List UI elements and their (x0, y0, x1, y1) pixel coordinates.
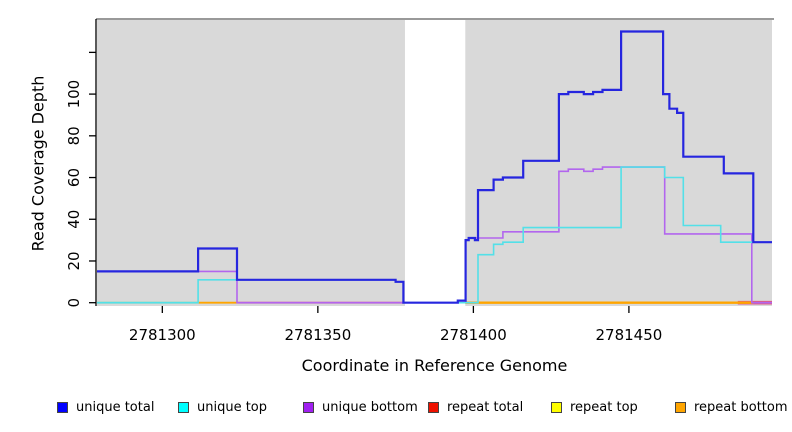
legend-label-unique-top: unique top (197, 399, 268, 415)
legend-item-unique-top: unique top (178, 397, 267, 417)
y-tick-label: 20 (65, 251, 83, 270)
legend-label-unique-bottom: unique bottom (322, 399, 418, 415)
x-tick-label: 2781400 (440, 326, 507, 344)
y-axis-title: Read Coverage Depth (28, 75, 48, 252)
legend-item-unique-bottom: unique bottom (303, 397, 418, 417)
unique-top-swatch (178, 401, 189, 413)
repeat-top-swatch (551, 401, 562, 413)
x-tick-label: 2781450 (596, 326, 663, 344)
x-axis-title: Coordinate in Reference Genome (301, 356, 568, 375)
series-line-unique-total (97, 30, 772, 304)
legend: unique total unique top unique bottom repea… (0, 397, 792, 419)
unique-bottom-swatch (303, 401, 314, 413)
chart-canvas: 0 20 40 60 80 100 2781300 2781350 2781400 2781450 (65, 18, 774, 344)
x-tick-label: 2781350 (284, 326, 351, 344)
y-tick-label: 80 (65, 126, 83, 145)
masked-region (404, 19, 466, 306)
legend-item-repeat-total: repeat total (428, 397, 523, 417)
unique-total-swatch (57, 401, 68, 413)
y-tick-label: 100 (65, 80, 83, 109)
y-tick-label: 0 (65, 298, 83, 308)
legend-label-unique-total: unique total (76, 399, 155, 415)
repeat-bottom-swatch (675, 401, 686, 413)
legend-label-repeat-top: repeat top (570, 399, 638, 415)
legend-item-repeat-bottom: repeat bottom (675, 397, 788, 417)
y-tick-label: 40 (65, 210, 83, 229)
legend-label-repeat-total: repeat total (447, 399, 524, 415)
x-tick-label: 2781300 (129, 326, 196, 344)
legend-item-repeat-top: repeat top (551, 397, 638, 417)
y-tick-label: 60 (65, 168, 83, 187)
legend-item-unique-total: unique total (57, 397, 154, 417)
repeat-total-swatch (428, 401, 439, 413)
legend-label-repeat-bottom: repeat bottom (694, 399, 788, 415)
